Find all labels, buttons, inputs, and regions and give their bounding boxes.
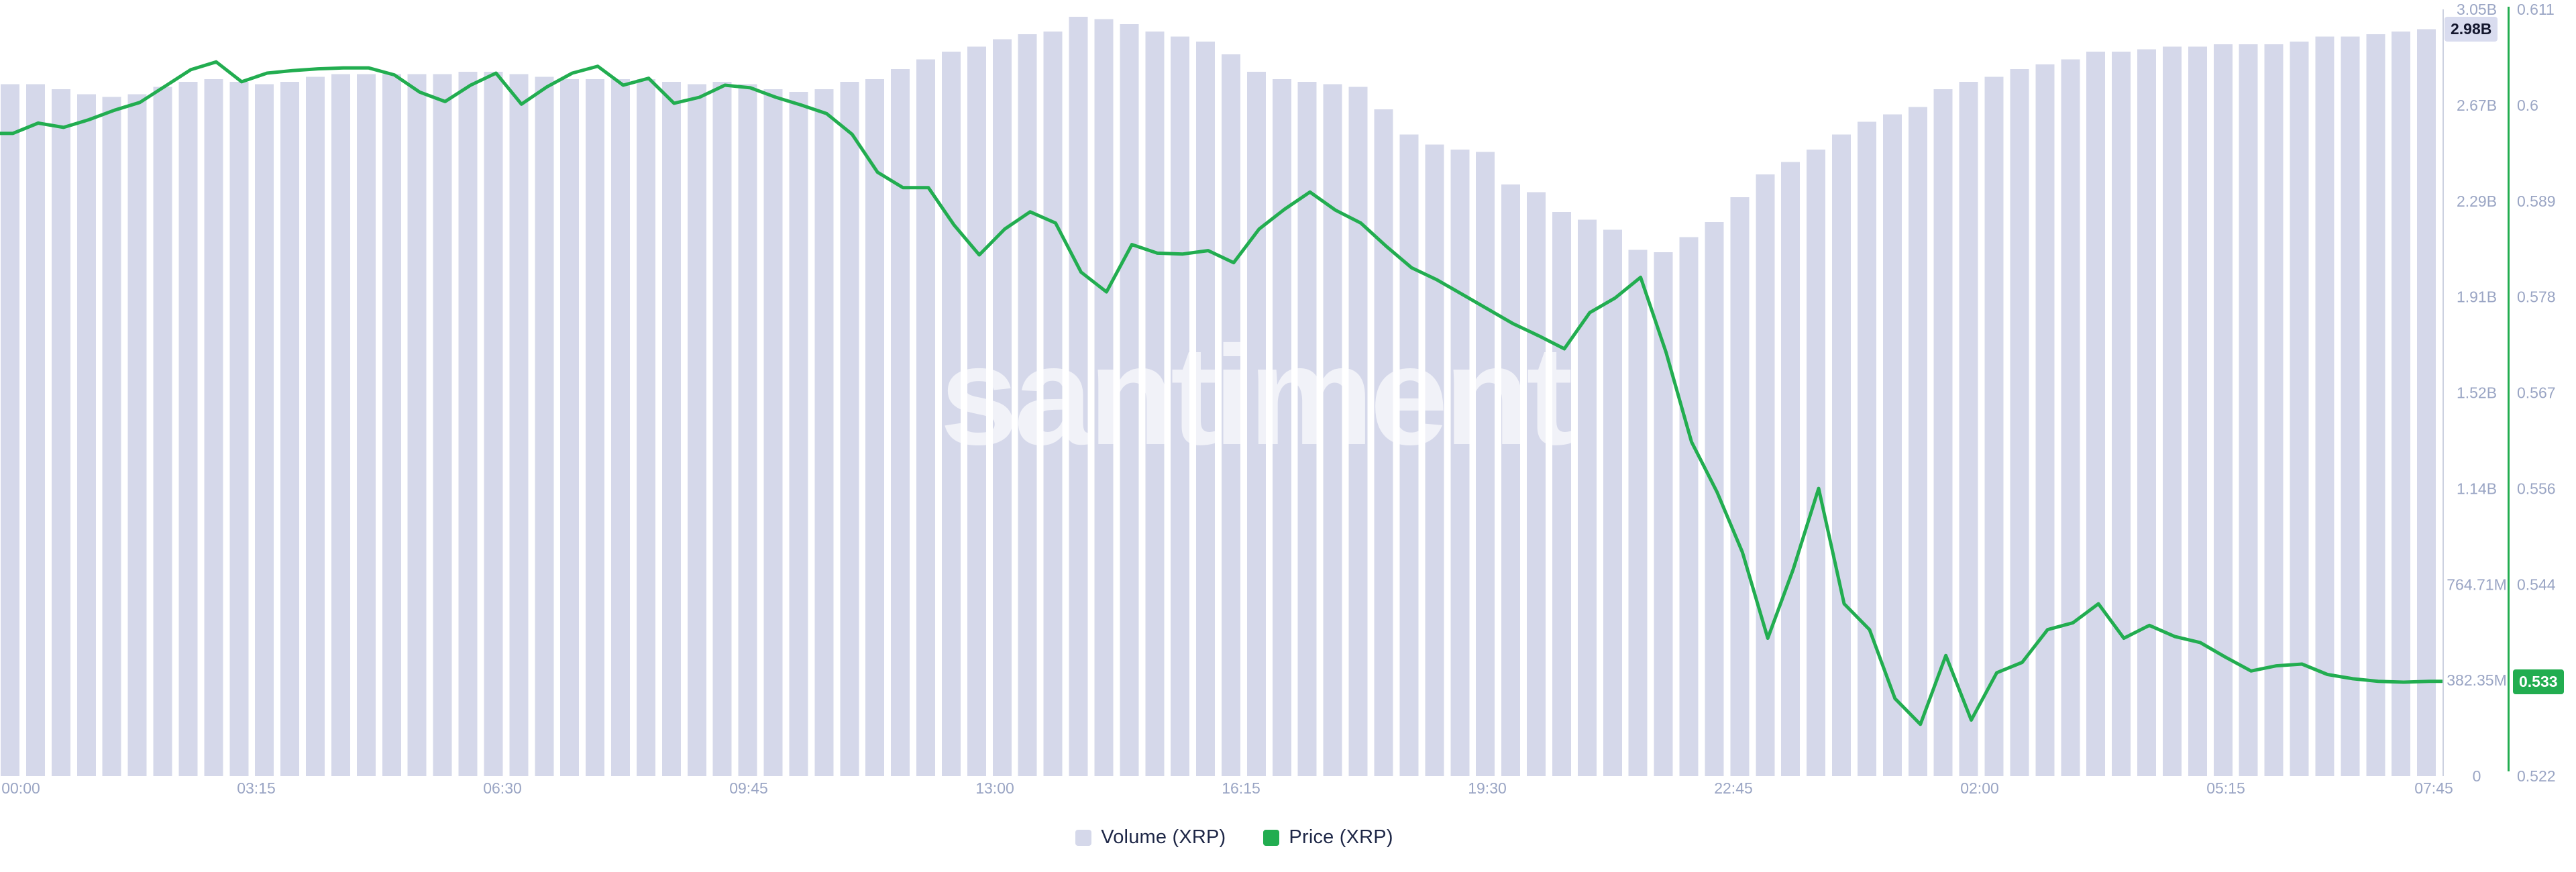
legend-item-volume[interactable]: Volume (XRP) <box>1075 826 1226 849</box>
svg-text:00:00: 00:00 <box>1 779 40 797</box>
svg-text:13:00: 13:00 <box>975 779 1014 797</box>
svg-text:2.67B: 2.67B <box>2457 97 2497 114</box>
svg-text:1.52B: 1.52B <box>2457 384 2497 402</box>
svg-text:0.567: 0.567 <box>2517 384 2556 402</box>
svg-text:0.589: 0.589 <box>2517 193 2556 210</box>
svg-text:22:45: 22:45 <box>1714 779 1753 797</box>
legend: Volume (XRP) Price (XRP) <box>0 826 2522 849</box>
svg-text:05:15: 05:15 <box>2206 779 2245 797</box>
svg-text:764.71M: 764.71M <box>2447 576 2507 593</box>
svg-text:0: 0 <box>2473 767 2481 785</box>
price-current-badge: 0.533 <box>2513 669 2564 694</box>
svg-text:19:30: 19:30 <box>1468 779 1507 797</box>
svg-text:07:45: 07:45 <box>2414 779 2453 797</box>
svg-text:0.544: 0.544 <box>2517 576 2556 593</box>
svg-text:0.578: 0.578 <box>2517 288 2556 306</box>
price-line <box>0 60 2444 726</box>
svg-text:16:15: 16:15 <box>1222 779 1260 797</box>
svg-text:382.35M: 382.35M <box>2447 671 2507 689</box>
svg-text:0.611: 0.611 <box>2517 1 2555 18</box>
volume-bars <box>1 16 2436 777</box>
svg-text:06:30: 06:30 <box>483 779 522 797</box>
svg-text:0.6: 0.6 <box>2517 97 2538 114</box>
legend-label-volume: Volume (XRP) <box>1101 826 1226 848</box>
price-axis-labels: 0.6110.60.5890.5780.5670.5560.5440.5330.… <box>2517 1 2556 785</box>
watermark: santiment <box>940 317 1572 474</box>
svg-text:0.556: 0.556 <box>2517 480 2556 497</box>
volume-swatch-icon <box>1075 829 1092 846</box>
price-swatch-icon <box>1263 829 1280 846</box>
svg-text:1.14B: 1.14B <box>2457 480 2497 497</box>
svg-text:09:45: 09:45 <box>729 779 768 797</box>
x-axis-labels: 00:00 03:15 06:30 09:45 13:00 16:15 19:30 22:45… <box>1 779 2453 797</box>
axis-lines <box>2443 7 2510 776</box>
volume-axis-labels: 3.05B 2.67B 2.29B 1.91B 1.52B 1.14B 764.71M 382… <box>2447 1 2507 785</box>
svg-text:3.05B: 3.05B <box>2457 1 2497 18</box>
svg-text:02:00: 02:00 <box>1960 779 1999 797</box>
svg-text:1.91B: 1.91B <box>2457 288 2497 306</box>
svg-text:03:15: 03:15 <box>237 779 276 797</box>
svg-text:0.522: 0.522 <box>2517 767 2556 785</box>
legend-item-price[interactable]: Price (XRP) <box>1263 826 1393 849</box>
legend-label-price: Price (XRP) <box>1289 826 1393 848</box>
svg-text:2.29B: 2.29B <box>2457 193 2497 210</box>
volume-current-badge: 2.98B <box>2445 17 2498 42</box>
